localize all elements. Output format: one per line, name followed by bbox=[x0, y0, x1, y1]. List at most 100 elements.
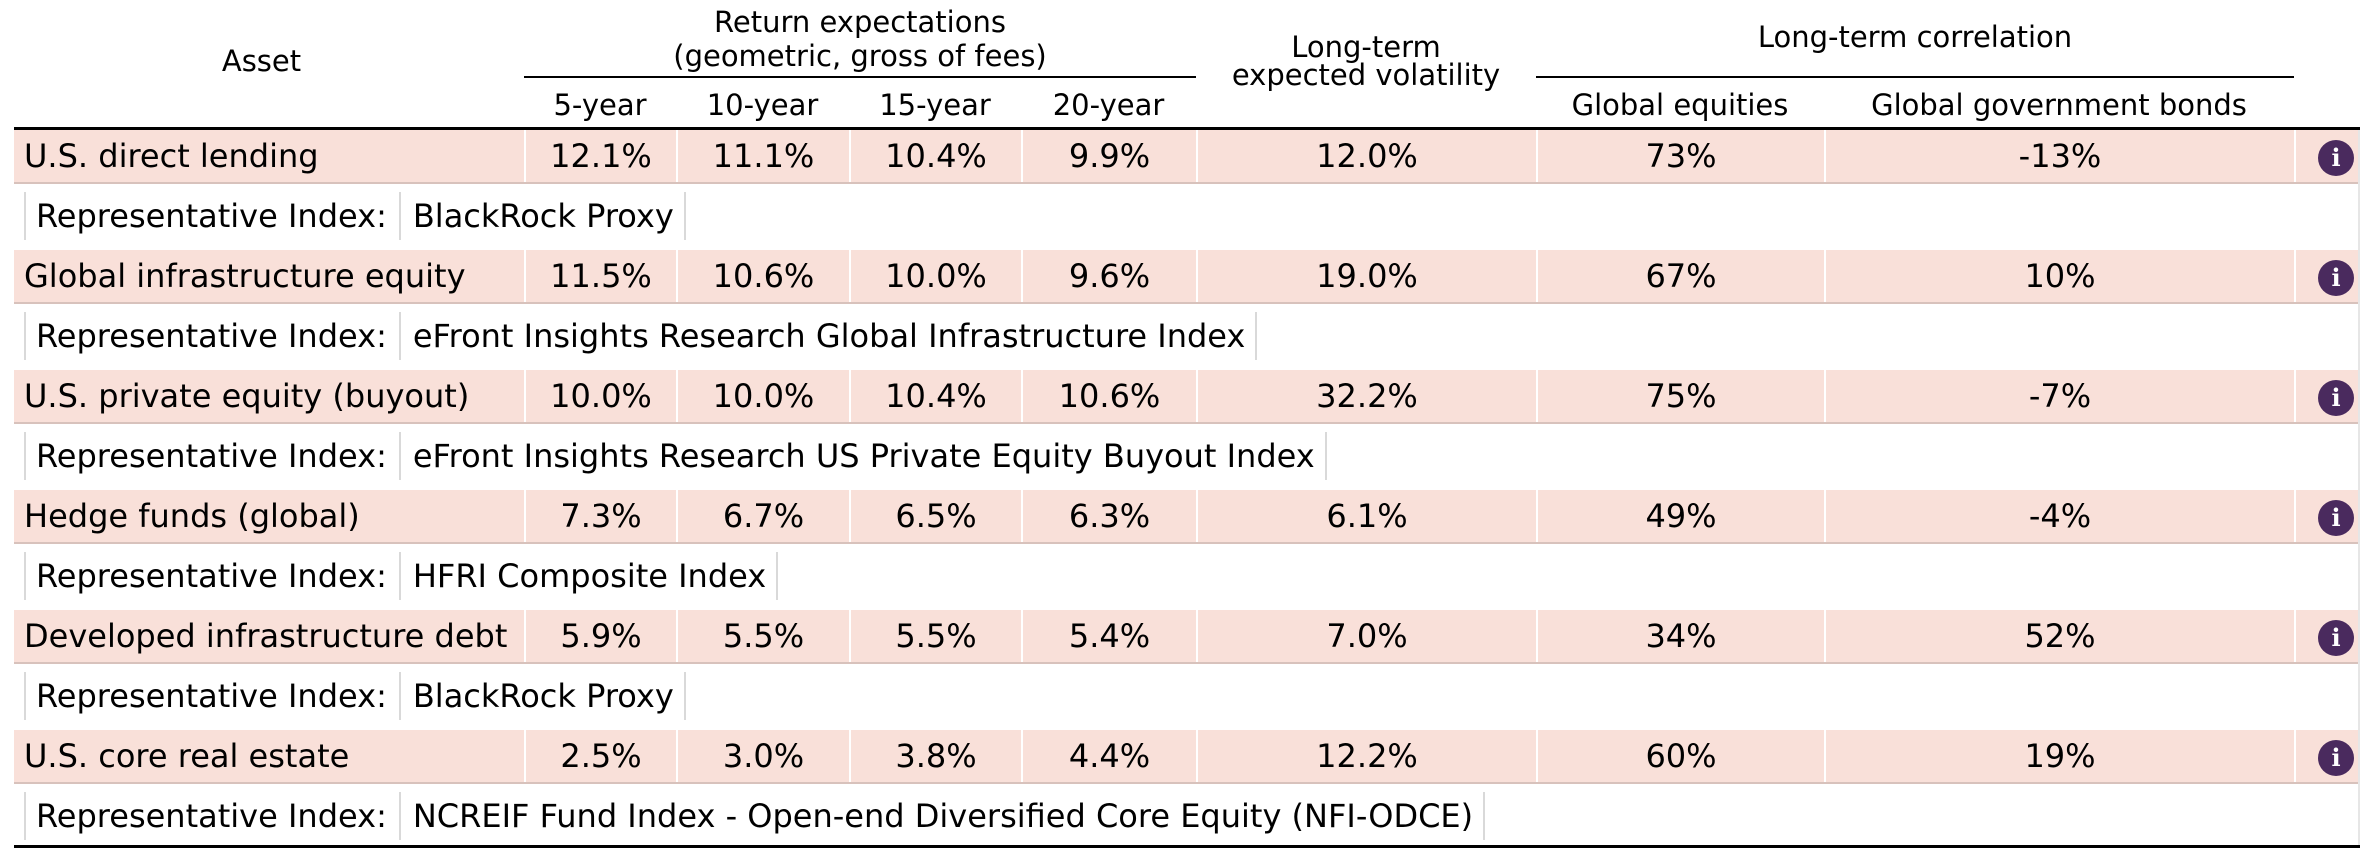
expected-volatility: 32.2% bbox=[1196, 370, 1536, 422]
return-20-year: 4.4% bbox=[1021, 730, 1196, 782]
index-label: Representative Index: bbox=[24, 432, 401, 480]
corr-global-equities: 73% bbox=[1536, 130, 1824, 182]
index-box: Representative Index: BlackRock Proxy bbox=[24, 192, 686, 240]
index-box: Representative Index: HFRI Composite Ind… bbox=[24, 552, 779, 600]
index-value: NCREIF Fund Index - Open-end Diversified… bbox=[401, 792, 1486, 840]
info-cell: i bbox=[2294, 250, 2360, 302]
return-15-year: 10.0% bbox=[849, 250, 1021, 302]
return-15-year: 6.5% bbox=[849, 490, 1021, 542]
index-box: Representative Index: BlackRock Proxy bbox=[24, 672, 686, 720]
corr-global-gov-bonds: 52% bbox=[1824, 610, 2294, 662]
header-20-year: 20-year bbox=[1052, 88, 1165, 122]
return-10-year: 11.1% bbox=[676, 130, 849, 182]
table-body: U.S. direct lending 12.1% 11.1% 10.4% 9.… bbox=[14, 130, 2360, 850]
header-global-government-bonds: Global government bonds bbox=[1871, 88, 2247, 122]
info-icon[interactable]: i bbox=[2318, 500, 2354, 536]
corr-global-gov-bonds: -7% bbox=[1824, 370, 2294, 422]
return-5-year: 5.9% bbox=[524, 610, 676, 662]
corr-global-gov-bonds: 19% bbox=[1824, 730, 2294, 782]
index-label: Representative Index: bbox=[24, 672, 401, 720]
asset-row: U.S. core real estate 2.5% 3.0% 3.8% 4.4… bbox=[14, 730, 2360, 784]
info-icon[interactable]: i bbox=[2318, 740, 2354, 776]
info-cell: i bbox=[2294, 610, 2360, 662]
return-header-rule bbox=[524, 76, 1196, 78]
header-correlation: Long-term correlation bbox=[1757, 20, 2073, 54]
index-row: Representative Index: BlackRock Proxy bbox=[14, 184, 2360, 250]
header-global-equities: Global equities bbox=[1571, 88, 1789, 122]
index-value: HFRI Composite Index bbox=[401, 552, 779, 600]
info-cell: i bbox=[2294, 730, 2360, 782]
info-cell: i bbox=[2294, 490, 2360, 542]
expected-volatility: 12.2% bbox=[1196, 730, 1536, 782]
asset-name: U.S. core real estate bbox=[24, 737, 350, 775]
corr-global-equities: 34% bbox=[1536, 610, 1824, 662]
correlation-header-rule bbox=[1536, 76, 2294, 78]
return-20-year: 10.6% bbox=[1021, 370, 1196, 422]
asset-name: Hedge funds (global) bbox=[24, 497, 360, 535]
index-box: Representative Index: eFront Insights Re… bbox=[24, 432, 1327, 480]
return-15-year: 5.5% bbox=[849, 610, 1021, 662]
header-bottom-rule bbox=[14, 127, 2360, 130]
asset-row: U.S. private equity (buyout) 10.0% 10.0%… bbox=[14, 370, 2360, 424]
header-return-line2: (geometric, gross of fees) bbox=[673, 39, 1047, 73]
info-icon[interactable]: i bbox=[2318, 620, 2354, 656]
return-10-year: 5.5% bbox=[676, 610, 849, 662]
return-20-year: 6.3% bbox=[1021, 490, 1196, 542]
table-row: U.S. core real estate 2.5% 3.0% 3.8% 4.4… bbox=[14, 730, 2360, 850]
table-row: U.S. private equity (buyout) 10.0% 10.0%… bbox=[14, 370, 2360, 490]
expected-volatility: 6.1% bbox=[1196, 490, 1536, 542]
corr-global-equities: 75% bbox=[1536, 370, 1824, 422]
asset-name: U.S. private equity (buyout) bbox=[24, 377, 470, 415]
return-10-year: 10.6% bbox=[676, 250, 849, 302]
return-10-year: 3.0% bbox=[676, 730, 849, 782]
asset-row: Hedge funds (global) 7.3% 6.7% 6.5% 6.3%… bbox=[14, 490, 2360, 544]
index-row: Representative Index: BlackRock Proxy bbox=[14, 664, 2360, 730]
return-5-year: 7.3% bbox=[524, 490, 676, 542]
return-20-year: 9.6% bbox=[1021, 250, 1196, 302]
return-10-year: 10.0% bbox=[676, 370, 849, 422]
info-icon[interactable]: i bbox=[2318, 380, 2354, 416]
info-icon[interactable]: i bbox=[2318, 140, 2354, 176]
corr-global-equities: 60% bbox=[1536, 730, 1824, 782]
header-5-year: 5-year bbox=[553, 88, 647, 122]
return-20-year: 9.9% bbox=[1021, 130, 1196, 182]
index-label: Representative Index: bbox=[24, 552, 401, 600]
return-5-year: 11.5% bbox=[524, 250, 676, 302]
info-cell: i bbox=[2294, 130, 2360, 182]
header-10-year: 10-year bbox=[706, 88, 819, 122]
table-bottom-rule bbox=[14, 845, 2360, 848]
header-asset: Asset bbox=[221, 44, 302, 78]
header-return-line1: Return expectations bbox=[714, 5, 1006, 39]
index-label: Representative Index: bbox=[24, 792, 401, 840]
return-5-year: 12.1% bbox=[524, 130, 676, 182]
corr-global-gov-bonds: -13% bbox=[1824, 130, 2294, 182]
index-value: BlackRock Proxy bbox=[401, 672, 686, 720]
expected-volatility: 7.0% bbox=[1196, 610, 1536, 662]
asset-row: U.S. direct lending 12.1% 11.1% 10.4% 9.… bbox=[14, 130, 2360, 184]
return-15-year: 10.4% bbox=[849, 370, 1021, 422]
return-5-year: 10.0% bbox=[524, 370, 676, 422]
index-row: Representative Index: eFront Insights Re… bbox=[14, 304, 2360, 370]
expected-volatility: 19.0% bbox=[1196, 250, 1536, 302]
corr-global-gov-bonds: -4% bbox=[1824, 490, 2294, 542]
index-label: Representative Index: bbox=[24, 192, 401, 240]
info-icon[interactable]: i bbox=[2318, 260, 2354, 296]
return-20-year: 5.4% bbox=[1021, 610, 1196, 662]
index-row: Representative Index: eFront Insights Re… bbox=[14, 424, 2360, 490]
index-value: eFront Insights Research US Private Equi… bbox=[401, 432, 1327, 480]
header-volatility: Long-term expected volatility bbox=[1196, 30, 1536, 92]
index-label: Representative Index: bbox=[24, 312, 401, 360]
index-value: eFront Insights Research Global Infrastr… bbox=[401, 312, 1258, 360]
return-10-year: 6.7% bbox=[676, 490, 849, 542]
table-row: Developed infrastructure debt 5.9% 5.5% … bbox=[14, 610, 2360, 730]
return-5-year: 2.5% bbox=[524, 730, 676, 782]
index-box: Representative Index: NCREIF Fund Index … bbox=[24, 792, 1486, 840]
asset-row: Global infrastructure equity 11.5% 10.6%… bbox=[14, 250, 2360, 304]
asset-row: Developed infrastructure debt 5.9% 5.5% … bbox=[14, 610, 2360, 664]
table-row: Hedge funds (global) 7.3% 6.7% 6.5% 6.3%… bbox=[14, 490, 2360, 610]
index-row: Representative Index: HFRI Composite Ind… bbox=[14, 544, 2360, 610]
header-return-expectations: Return expectations (geometric, gross of… bbox=[524, 5, 1196, 73]
table-row: Global infrastructure equity 11.5% 10.6%… bbox=[14, 250, 2360, 370]
asset-name: Global infrastructure equity bbox=[24, 257, 466, 295]
